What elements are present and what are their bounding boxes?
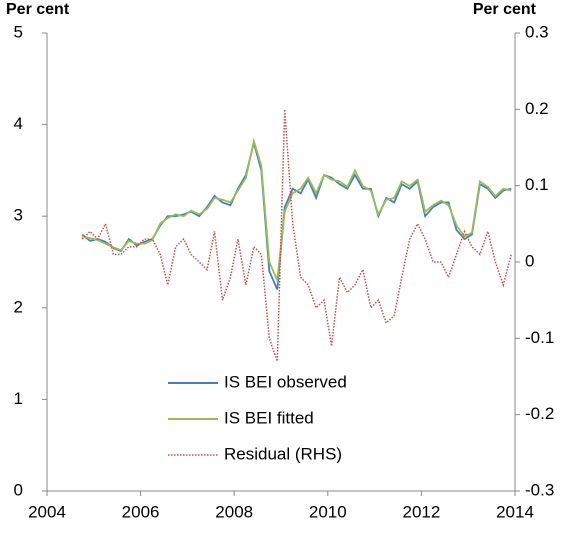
data-line xyxy=(81,109,512,362)
y2-tick-label: -0.2 xyxy=(525,404,554,423)
x-tick-label: 2008 xyxy=(215,502,253,521)
data-line xyxy=(81,137,512,284)
y2-tick-label: 0.2 xyxy=(525,99,549,118)
legend-label: Residual (RHS) xyxy=(224,444,342,463)
y-tick-label: 4 xyxy=(14,114,23,133)
x-tick-label: 2004 xyxy=(28,502,66,521)
y2-axis-label: Per cent xyxy=(473,1,537,18)
y2-tick-label: 0.3 xyxy=(525,22,549,41)
legend-label: IS BEI fitted xyxy=(224,408,314,427)
y-tick-label: 0 xyxy=(14,480,23,499)
y-axis-label: Per cent xyxy=(6,1,70,18)
y2-tick-label: -0.3 xyxy=(525,480,554,499)
y-tick-label: 3 xyxy=(14,206,23,225)
x-tick-label: 2012 xyxy=(402,502,440,521)
y-tick-label: 1 xyxy=(14,389,23,408)
x-tick-label: 2006 xyxy=(122,502,160,521)
y-tick-label: 2 xyxy=(14,297,23,316)
x-tick-label: 2010 xyxy=(309,502,347,521)
y2-tick-label: 0.1 xyxy=(525,175,549,194)
y2-tick-label: 0 xyxy=(525,251,534,270)
y2-tick-label: -0.1 xyxy=(525,328,554,347)
x-tick-label: 2014 xyxy=(496,502,534,521)
data-line xyxy=(81,139,512,290)
y-tick-label: 5 xyxy=(14,22,23,41)
legend-label: IS BEI observed xyxy=(224,372,347,391)
